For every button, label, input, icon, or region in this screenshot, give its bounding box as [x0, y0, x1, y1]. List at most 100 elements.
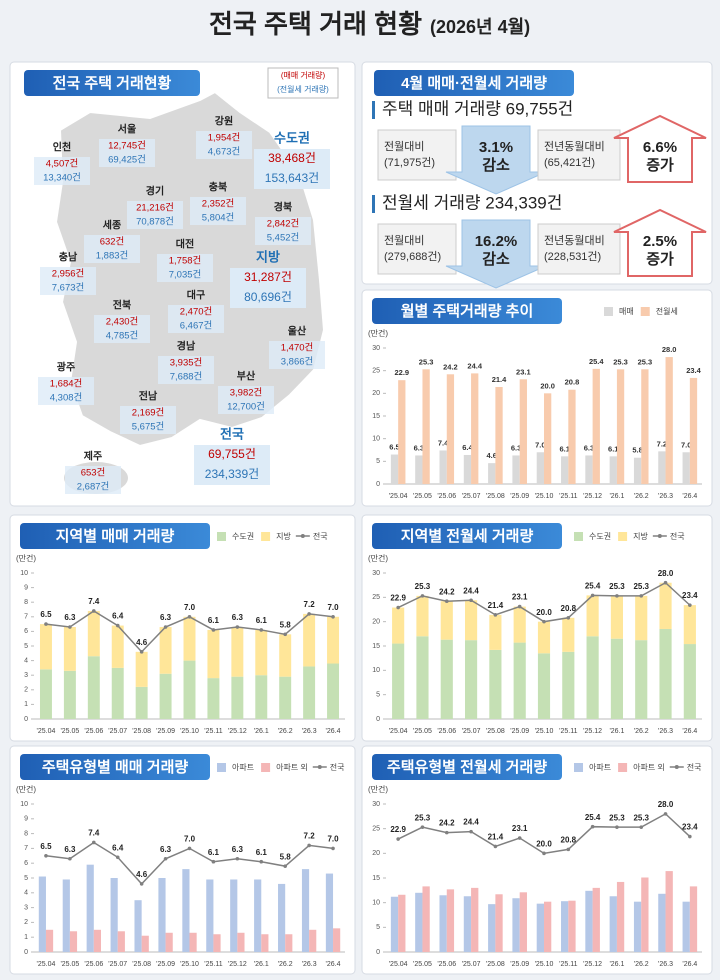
- bar: [110, 878, 118, 952]
- compare-box: [377, 129, 457, 181]
- line-value-label: 25.3: [415, 582, 431, 591]
- bar: [544, 393, 552, 484]
- region-bg: [84, 235, 140, 263]
- x-tick-label: '25.10: [535, 728, 554, 735]
- line-marker: [396, 837, 400, 841]
- region-bg: [94, 315, 150, 343]
- bar: [561, 456, 569, 484]
- line-marker: [493, 844, 498, 849]
- line-marker: [115, 623, 120, 628]
- region-rent: 4,785건: [106, 331, 139, 342]
- line-value-label: 7.4: [88, 597, 100, 606]
- legend-swatch: [604, 307, 613, 316]
- bar-value-label: 7.0: [535, 440, 545, 449]
- line-marker: [163, 625, 168, 629]
- aggregate-bg: [230, 268, 306, 308]
- aggregate-bg: [194, 445, 270, 485]
- bar: [285, 934, 293, 952]
- x-tick-label: '26.1: [609, 961, 624, 968]
- down-arrow: [445, 125, 547, 195]
- line-value-label: 24.2: [439, 819, 455, 828]
- bar: [303, 666, 316, 719]
- bar: [398, 894, 406, 952]
- y-tick-label: 5: [376, 924, 380, 931]
- line-marker: [517, 604, 522, 609]
- x-tick-label: '25.07: [462, 961, 481, 968]
- line-value-label: 25.3: [633, 813, 649, 822]
- line-value-label: 7.0: [184, 835, 196, 844]
- region-rent: 5,675건: [132, 422, 165, 433]
- up-arrow: [613, 114, 707, 183]
- region-sale: 3,982건: [230, 388, 263, 399]
- x-tick-label: '25.08: [486, 728, 505, 735]
- y-tick-label: 2: [24, 687, 28, 694]
- x-tick-label: '25.08: [132, 961, 151, 968]
- legend-label: 수도권: [589, 531, 611, 541]
- line-value-label: 7.0: [327, 603, 339, 612]
- bar: [641, 369, 649, 484]
- bar: [616, 369, 625, 484]
- bar: [446, 889, 455, 952]
- region-bg: [218, 386, 274, 414]
- y-tick-label: 25: [372, 368, 380, 375]
- compare-base: (228,531건): [544, 250, 601, 263]
- x-tick-label: '25.07: [108, 728, 127, 735]
- x-tick-label: '25.09: [510, 493, 529, 500]
- up-arrow: [613, 208, 707, 277]
- line-marker: [331, 846, 335, 851]
- panel-header: [20, 523, 210, 549]
- y-tick-label: 8: [24, 830, 28, 837]
- line-marker: [259, 628, 264, 632]
- line-marker: [469, 598, 473, 603]
- aggregate-sale: 31,287건: [244, 270, 292, 284]
- line-value-label: 24.2: [439, 587, 455, 596]
- line-value-label: 6.3: [232, 613, 244, 622]
- region-name: 부산: [237, 370, 256, 383]
- bar: [439, 895, 447, 952]
- region-name: 전북: [113, 299, 131, 312]
- bar: [658, 893, 666, 952]
- bar: [134, 900, 142, 952]
- bar: [585, 455, 593, 484]
- y-tick-label: 0: [376, 481, 380, 488]
- x-tick-label: '26.2: [278, 728, 293, 735]
- bar: [87, 656, 100, 719]
- region-sale: 1,684건: [50, 379, 83, 390]
- legend-box: [267, 67, 339, 99]
- bar: [689, 377, 698, 484]
- region-name: 대전: [176, 238, 194, 251]
- region-bg: [269, 341, 325, 369]
- region-name: 울산: [288, 325, 307, 338]
- panel-header: [372, 523, 562, 549]
- line-marker: [163, 856, 168, 861]
- line-value-label: 6.3: [64, 845, 76, 854]
- legend-label: 지방: [276, 531, 291, 541]
- region-bg: [65, 466, 121, 494]
- bar: [390, 454, 399, 484]
- line-value-label: 20.0: [536, 839, 552, 848]
- x-tick-label: '25.04: [37, 961, 56, 968]
- line-marker: [44, 622, 48, 626]
- aggregate-rent: 153,643건: [265, 171, 319, 185]
- line-value-label: 7.2: [304, 832, 316, 841]
- y-tick-label: 3: [24, 904, 28, 911]
- bar: [213, 934, 221, 952]
- bar: [392, 643, 405, 719]
- y-axis-label: (만건): [368, 553, 388, 563]
- line-marker: [469, 829, 473, 834]
- y-tick-label: 9: [24, 816, 28, 823]
- y-tick-label: 0: [24, 949, 28, 956]
- bar: [182, 869, 190, 952]
- y-tick-label: 10: [372, 900, 380, 907]
- bar: [616, 881, 625, 952]
- bar: [568, 389, 576, 484]
- bar: [465, 640, 478, 719]
- bar: [682, 452, 690, 484]
- x-tick-label: '26.4: [682, 493, 697, 500]
- legend-label: 아파트 외: [276, 762, 308, 772]
- bar: [39, 624, 52, 670]
- legend-marker: [300, 534, 305, 538]
- x-tick-label: '26.3: [658, 493, 673, 500]
- panel-header-text: 주택유형별 매매 거래량: [42, 758, 189, 776]
